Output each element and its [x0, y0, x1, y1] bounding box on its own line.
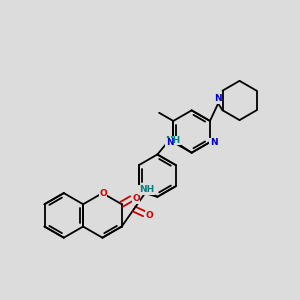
Text: O: O [132, 194, 140, 203]
Text: NH: NH [166, 136, 181, 145]
Text: N: N [166, 138, 173, 147]
Text: O: O [146, 211, 154, 220]
Text: N: N [210, 138, 218, 147]
Text: N: N [214, 94, 222, 103]
Text: O: O [99, 189, 107, 198]
Text: NH: NH [139, 185, 154, 194]
